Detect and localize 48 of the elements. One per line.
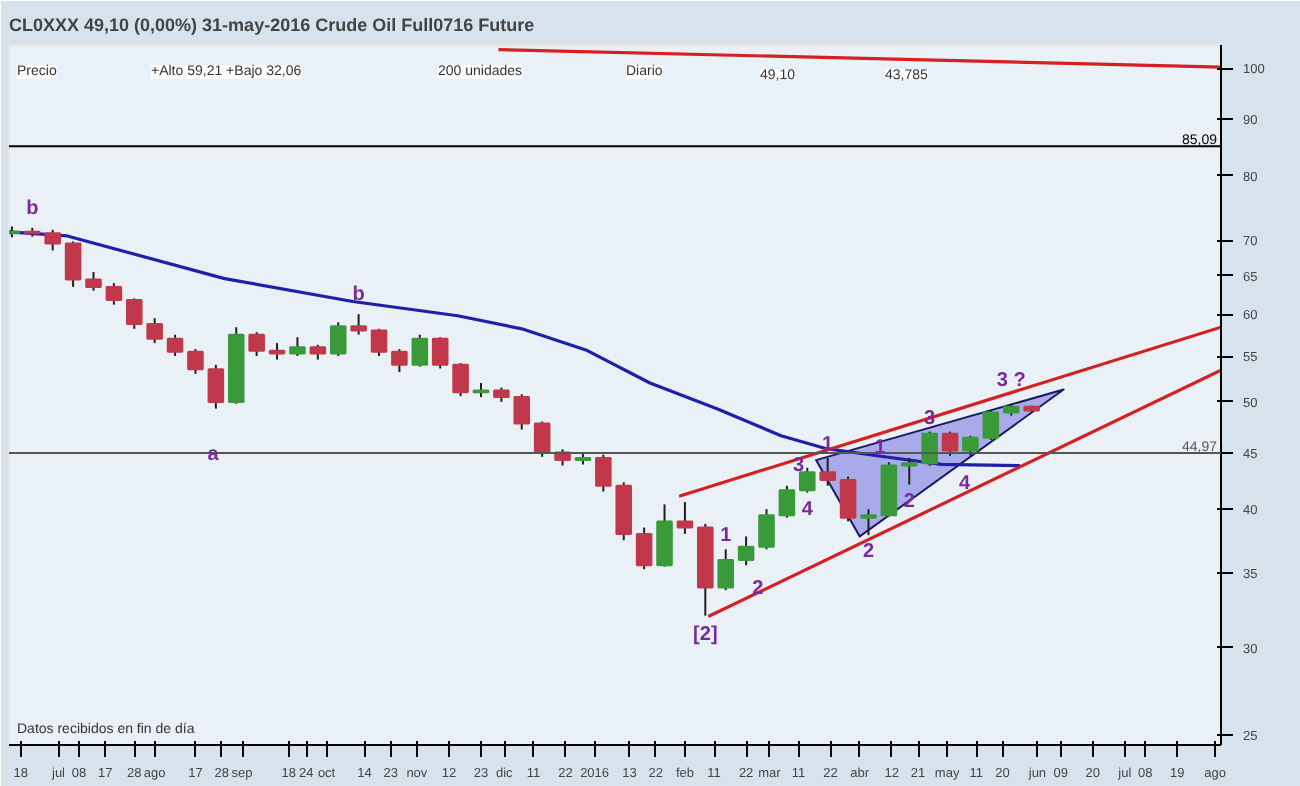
annotation: [2]	[693, 623, 718, 646]
candlestick	[635, 526, 653, 571]
candlestick	[207, 363, 225, 410]
candlestick	[105, 282, 123, 306]
candlestick	[452, 362, 469, 398]
candlestick	[982, 409, 1000, 441]
candlestick	[737, 535, 755, 567]
annotation: 4	[801, 498, 814, 521]
candlestick	[370, 327, 388, 358]
candlestick	[962, 434, 979, 457]
candlestick	[533, 420, 551, 458]
candlestick	[44, 228, 61, 252]
candlestick	[839, 475, 857, 523]
candlestick	[248, 331, 265, 358]
chart-title: CL0XXX 49,10 (0,00%) 31-may-2016 Crude Oil Full0716 Future	[9, 15, 535, 35]
annotation: b	[26, 197, 39, 220]
candlestick	[941, 430, 959, 457]
annotation: 1	[720, 525, 733, 548]
candlestick	[900, 456, 918, 486]
candlestick	[656, 503, 673, 568]
annotation: 3	[792, 455, 805, 478]
candlestick	[289, 336, 306, 358]
annotation: 2	[903, 490, 916, 513]
candlestick	[391, 348, 408, 374]
candlestick	[431, 336, 449, 370]
annotation: b	[352, 284, 365, 307]
candlestick	[64, 240, 82, 288]
candlestick	[860, 508, 877, 537]
candlestick	[126, 297, 143, 330]
candlestick	[595, 453, 612, 493]
candlestick	[921, 430, 938, 467]
candlestick	[329, 321, 347, 358]
candlestick	[513, 393, 531, 431]
line-series	[9, 230, 1022, 468]
candlestick	[411, 333, 429, 368]
candlestick	[350, 313, 367, 336]
candlestick	[676, 501, 694, 535]
annotation: 2	[862, 541, 875, 564]
candlestick	[819, 456, 836, 487]
annotation: 3 ?	[996, 370, 1026, 393]
candlestick	[146, 317, 163, 345]
candlestick	[758, 508, 775, 551]
annotation: 4	[959, 473, 972, 496]
candlestick	[717, 548, 734, 592]
candlestick	[166, 333, 184, 358]
candlestick	[778, 484, 796, 519]
candlestick	[187, 348, 204, 375]
candlestick	[85, 270, 102, 292]
